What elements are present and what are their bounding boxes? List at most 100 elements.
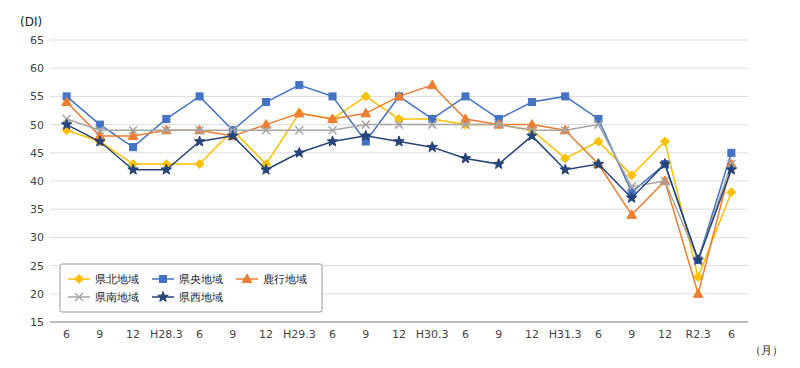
- data-point: [262, 126, 270, 134]
- data-point: [560, 164, 570, 174]
- legend-label: 県南地域: [95, 291, 139, 304]
- data-point: [627, 171, 636, 180]
- data-point: [594, 121, 602, 129]
- x-tick-label: H29.3: [283, 328, 316, 341]
- x-tick-label: H31.3: [549, 328, 582, 341]
- data-point: [296, 82, 303, 89]
- data-point: [295, 126, 303, 134]
- data-point: [328, 114, 338, 123]
- data-point: [726, 164, 736, 174]
- y-tick-label: 60: [30, 62, 44, 75]
- data-point: [626, 192, 636, 202]
- x-tick-label: 12: [259, 328, 273, 341]
- data-point: [129, 126, 137, 134]
- data-point: [628, 183, 636, 191]
- series-line: [67, 125, 732, 260]
- x-tick-label: H30.3: [416, 328, 449, 341]
- data-point: [461, 121, 469, 129]
- x-tick-label: 12: [525, 328, 539, 341]
- grid-line: [50, 152, 748, 153]
- data-point: [128, 164, 138, 174]
- y-tick-label: 20: [30, 288, 44, 301]
- y-tick-label: 55: [30, 90, 44, 103]
- data-point: [196, 93, 203, 100]
- data-point: [693, 289, 703, 298]
- data-point: [561, 126, 569, 134]
- series-line: [67, 85, 732, 294]
- data-point: [460, 153, 470, 163]
- data-point: [295, 109, 304, 118]
- data-point: [329, 126, 337, 134]
- series-line: [67, 119, 732, 260]
- y-tick-label: 30: [30, 231, 44, 244]
- data-point: [329, 93, 336, 100]
- x-axis-line: [50, 322, 748, 323]
- y-tick-label: 50: [30, 119, 44, 132]
- grid-line: [50, 209, 748, 210]
- data-point: [493, 159, 503, 169]
- data-point: [196, 126, 204, 134]
- grid-line: [50, 68, 748, 69]
- data-point: [594, 137, 603, 146]
- series-line: [67, 96, 732, 276]
- data-point: [528, 99, 535, 106]
- data-point: [495, 121, 503, 129]
- y-tick-label: 65: [30, 34, 44, 47]
- data-point: [130, 144, 137, 151]
- data-point: [693, 254, 703, 264]
- data-point: [728, 149, 735, 156]
- x-tick-label: 6: [728, 328, 735, 341]
- chart: 15202530354045505560656912H28.36912H29.3…: [0, 0, 800, 368]
- y-tick-label: 40: [30, 175, 44, 188]
- data-point: [228, 131, 238, 140]
- legend-marker: [160, 276, 167, 283]
- data-point: [328, 114, 337, 123]
- data-point: [294, 147, 304, 157]
- grid-line: [50, 40, 748, 41]
- x-tick-label: 9: [628, 328, 635, 341]
- x-tick-label: H28.3: [150, 328, 183, 341]
- x-tick-label: 9: [362, 328, 369, 341]
- data-point: [394, 91, 404, 100]
- data-point: [294, 108, 304, 117]
- data-point: [361, 130, 371, 140]
- x-tick-label: 6: [196, 328, 203, 341]
- data-point: [162, 126, 170, 134]
- data-point: [261, 164, 271, 174]
- series-line: [67, 85, 732, 260]
- x-tick-label: 9: [96, 328, 103, 341]
- data-point: [427, 80, 437, 89]
- data-point: [594, 159, 604, 168]
- x-tick-label: 9: [495, 328, 502, 341]
- legend-label: 県央地域: [179, 273, 223, 286]
- data-point: [228, 130, 238, 140]
- data-point: [661, 177, 669, 185]
- data-point: [395, 121, 403, 129]
- x-tick-label: 6: [329, 328, 336, 341]
- x-axis-label: （月）: [750, 344, 783, 357]
- data-point: [660, 137, 669, 146]
- y-tick-label: 25: [30, 260, 44, 273]
- data-point: [95, 136, 105, 146]
- x-tick-label: 12: [126, 328, 140, 341]
- legend-marker: [75, 275, 84, 284]
- x-tick-label: 6: [462, 328, 469, 341]
- data-point: [163, 115, 170, 122]
- grid-line: [50, 181, 748, 182]
- data-point: [527, 130, 537, 140]
- data-point: [362, 121, 370, 129]
- legend-label: 県北地域: [95, 273, 139, 286]
- legend-label: 県西地域: [179, 291, 223, 304]
- x-tick-label: 12: [658, 328, 672, 341]
- data-point: [195, 160, 204, 169]
- data-point: [462, 93, 469, 100]
- grid-line: [50, 237, 748, 238]
- x-tick-label: 6: [63, 328, 70, 341]
- data-point: [194, 136, 204, 146]
- data-point: [394, 136, 404, 146]
- data-point: [427, 142, 437, 152]
- legend-marker: [75, 293, 83, 301]
- y-axis-label: (DI): [20, 15, 42, 29]
- data-point: [361, 108, 371, 117]
- data-point: [627, 210, 637, 219]
